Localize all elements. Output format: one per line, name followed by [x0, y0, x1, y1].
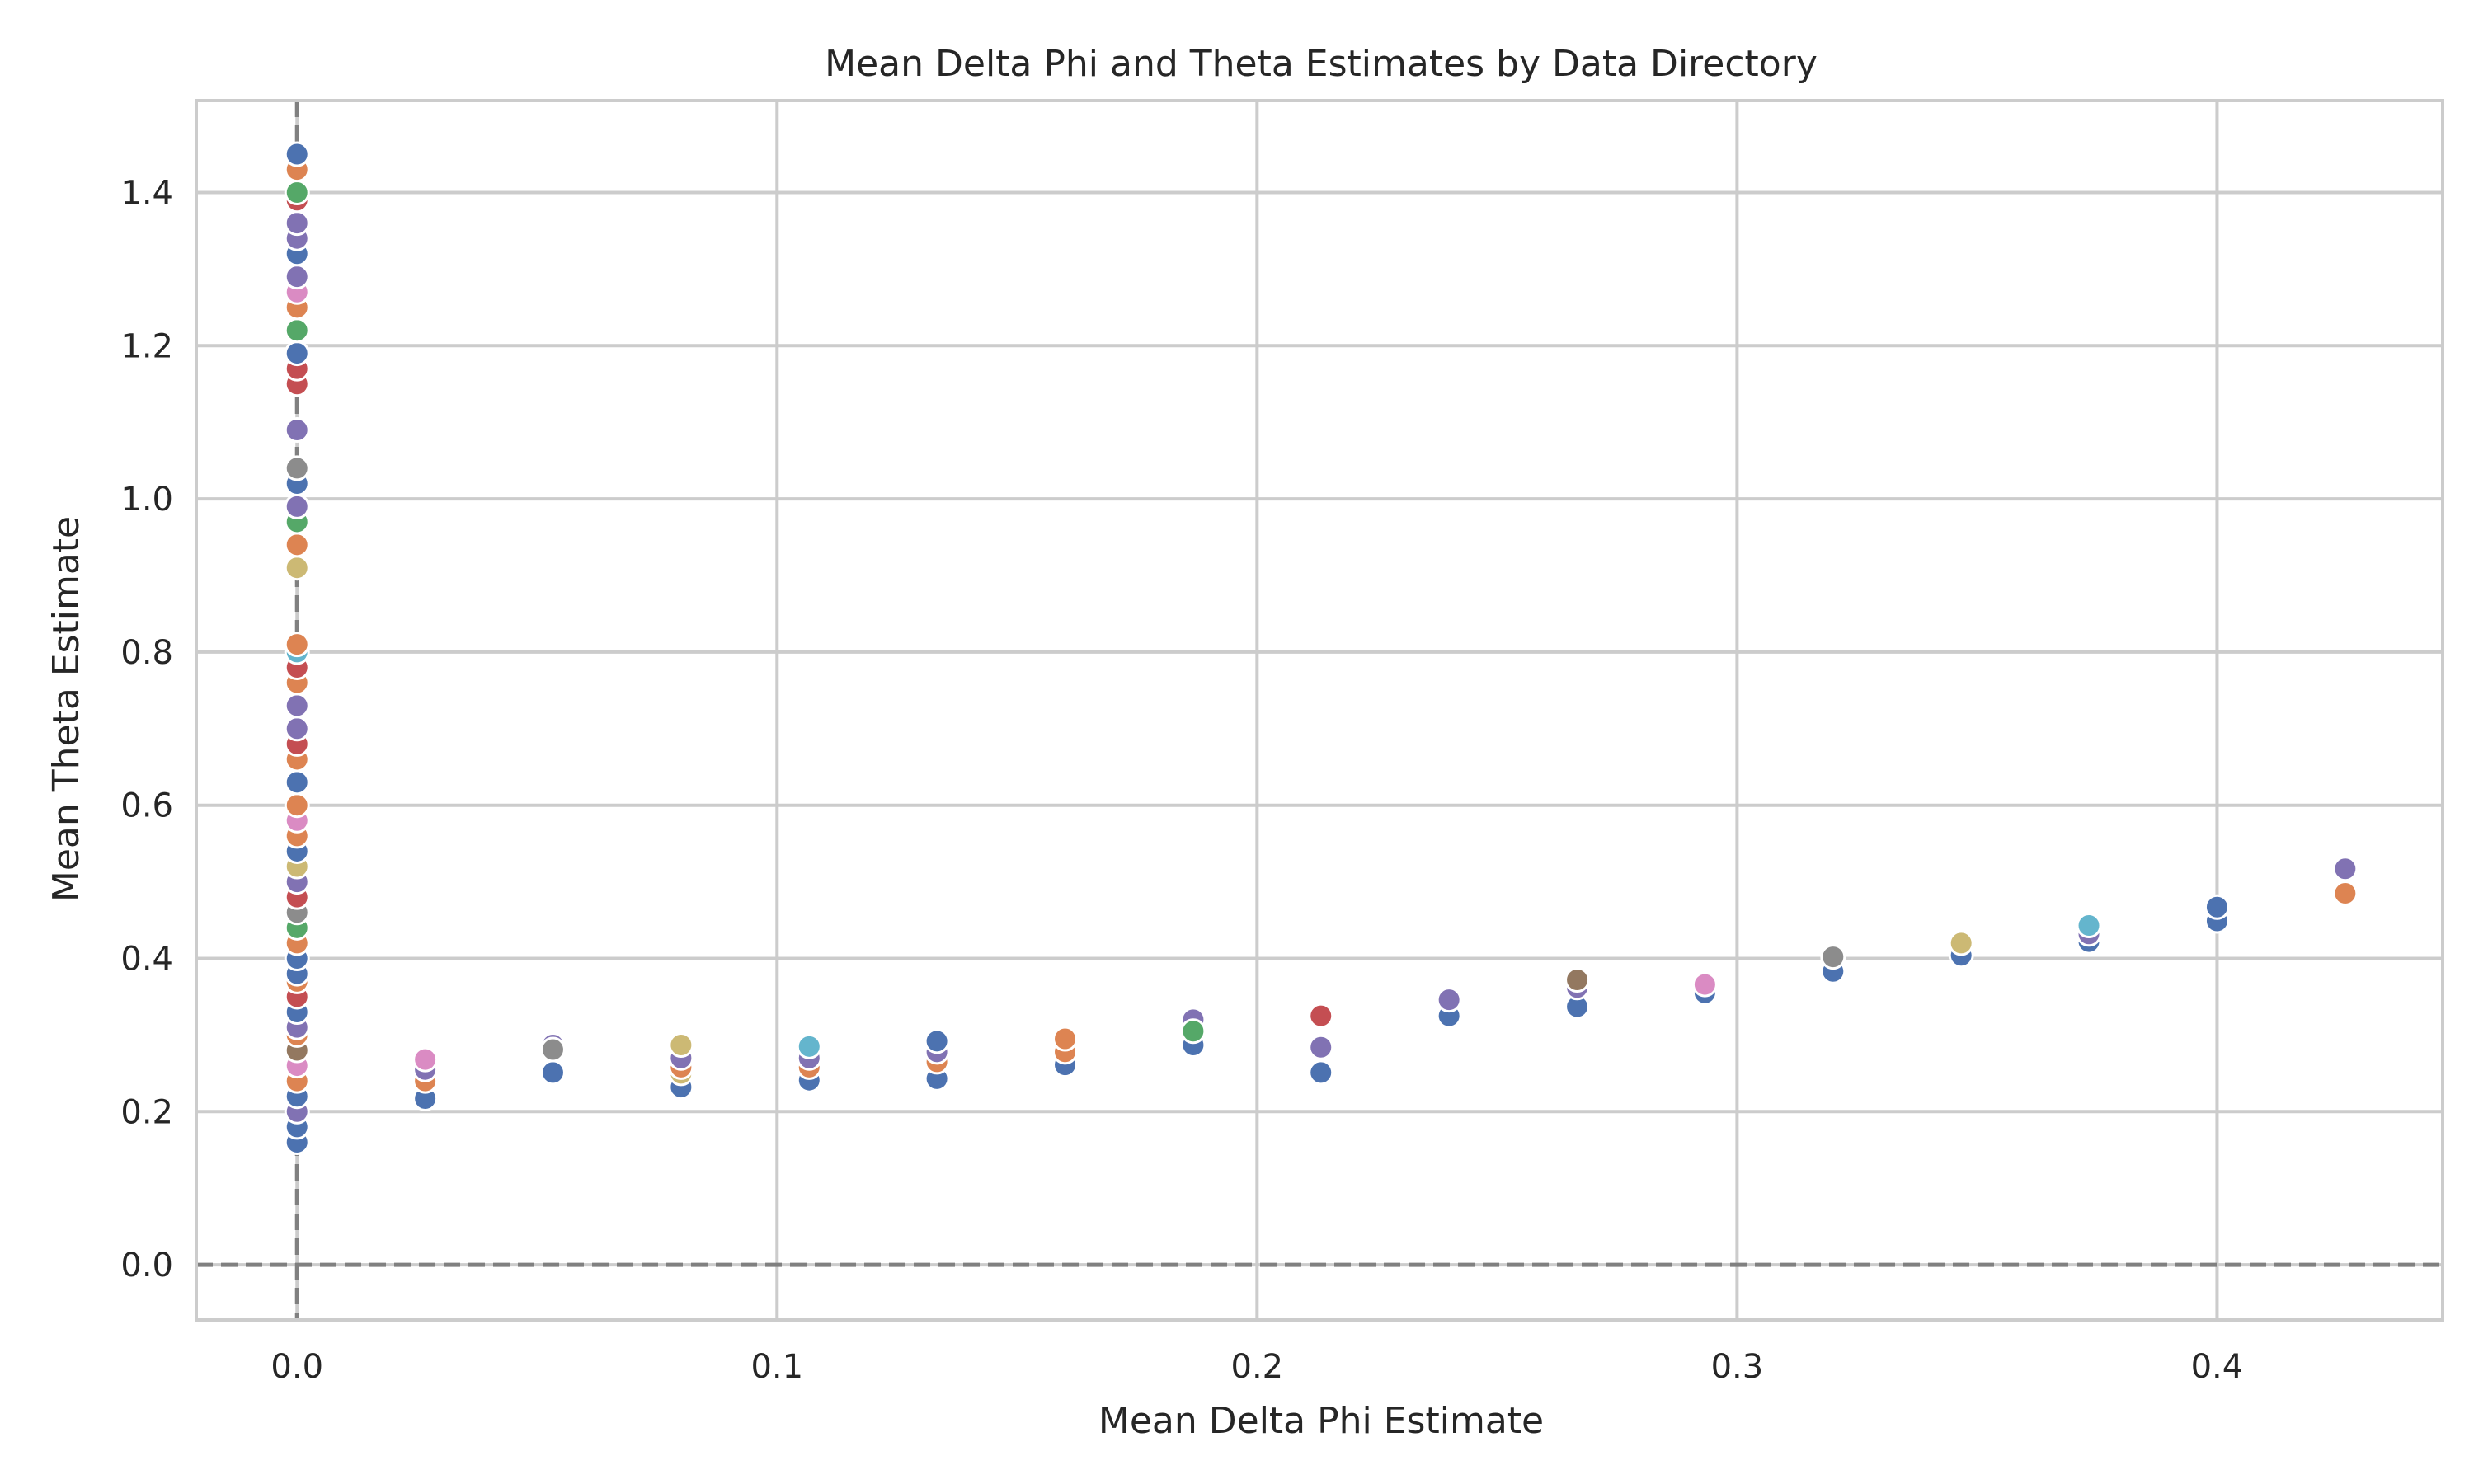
- scatter-point: [284, 141, 310, 167]
- scatter-point: [284, 632, 310, 658]
- scatter-point: [284, 693, 310, 719]
- points-layer: [284, 141, 2359, 1155]
- scatter-point: [668, 1031, 694, 1058]
- y-tick-label: 0.0: [120, 1247, 173, 1284]
- scatter-point: [284, 716, 310, 742]
- scatter-point: [284, 769, 310, 796]
- x-tick-label: 0.0: [270, 1348, 323, 1386]
- scatter-point: [284, 532, 310, 558]
- scatter-point: [1564, 967, 1591, 993]
- y-tick-label: 1.0: [120, 481, 173, 519]
- scatter-point: [1436, 987, 1462, 1013]
- scatter-point: [284, 340, 310, 367]
- y-tick-label: 0.8: [120, 634, 173, 672]
- x-tick-label: 0.3: [1711, 1348, 1764, 1386]
- y-axis-title: Mean Theta Estimate: [45, 516, 87, 902]
- scatter-point: [284, 416, 310, 443]
- x-tick-label: 0.1: [750, 1348, 803, 1386]
- scatter-point: [1308, 1034, 1334, 1060]
- scatter-point: [284, 264, 310, 290]
- scatter-point: [284, 493, 310, 519]
- scatter-point: [284, 317, 310, 344]
- scatter-point: [1308, 1003, 1334, 1029]
- tick-labels: 0.0 0.1 0.2 0.3 0.4 0.0 0.2 0.4 0.6 0.8 1.0 1.2 1.4: [120, 174, 2243, 1386]
- scatter-point: [1180, 1018, 1206, 1045]
- scatter-point: [539, 1036, 566, 1063]
- scatter-point: [284, 555, 310, 581]
- x-axis-title: Mean Delta Phi Estimate: [1098, 1400, 1544, 1442]
- scatter-point: [2332, 881, 2359, 907]
- y-tick-label: 0.4: [120, 941, 173, 979]
- scatter-point: [924, 1028, 950, 1054]
- y-tick-label: 1.2: [120, 327, 173, 365]
- x-tick-label: 0.4: [2191, 1348, 2244, 1386]
- y-tick-label: 0.6: [120, 787, 173, 825]
- scatter-point: [796, 1033, 822, 1059]
- scatter-point: [1820, 944, 1846, 970]
- plot-frame: [195, 99, 2444, 1322]
- scatter-point: [284, 179, 310, 205]
- scatter-point: [1052, 1026, 1079, 1052]
- x-tick-label: 0.2: [1231, 1348, 1284, 1386]
- scatter-point: [1308, 1059, 1334, 1086]
- scatter-point: [2204, 894, 2230, 920]
- scatter-point: [284, 455, 310, 481]
- scatter-point: [284, 792, 310, 819]
- y-tick-label: 1.4: [120, 174, 173, 212]
- scatter-point: [2076, 913, 2102, 939]
- scatter-point: [284, 210, 310, 237]
- scatter-point: [1691, 971, 1718, 998]
- scatter-point: [412, 1046, 439, 1073]
- chart-title: Mean Delta Phi and Theta Estimates by Da…: [825, 43, 1818, 85]
- scatter-point: [2332, 856, 2359, 882]
- scatter-point: [539, 1059, 566, 1086]
- scatter-point: [1948, 930, 1974, 956]
- y-tick-label: 0.2: [120, 1093, 173, 1131]
